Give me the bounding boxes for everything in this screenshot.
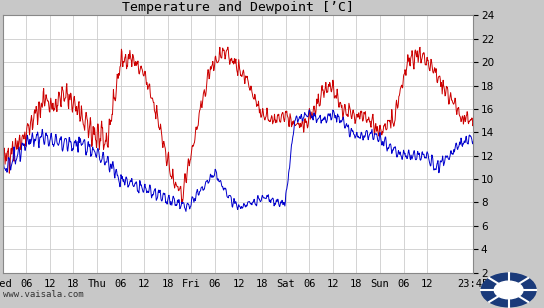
Circle shape: [481, 273, 536, 307]
Text: www.vaisala.com: www.vaisala.com: [3, 290, 83, 299]
Title: Temperature and Dewpoint [’C]: Temperature and Dewpoint [’C]: [122, 1, 354, 14]
Circle shape: [494, 281, 523, 299]
